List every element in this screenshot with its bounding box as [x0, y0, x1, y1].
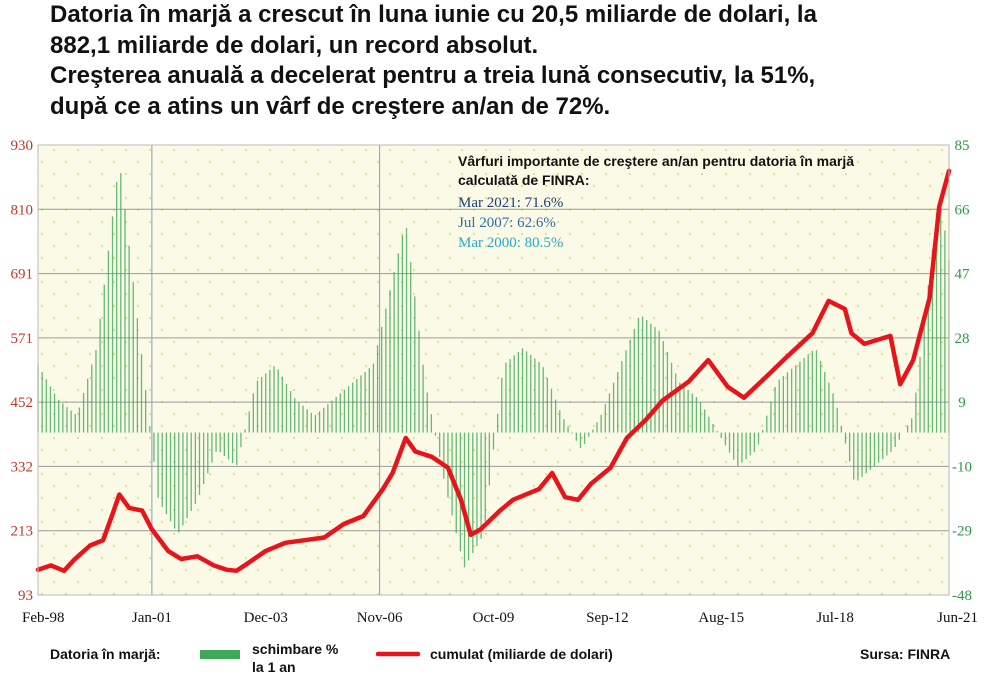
line-series: [35, 168, 952, 574]
legend-title: Datoria în marjă:: [50, 646, 161, 662]
plot-dot-pattern: [38, 145, 949, 595]
plot-frame: [37, 144, 950, 596]
annotation-item-2: Jul 2007: 62.6%: [458, 215, 556, 231]
x-axis-tick: Aug-15: [698, 610, 744, 626]
headline-line-1: Datoria în marjă a crescut în luna iunie…: [50, 1, 817, 28]
left-axis-tick: 213: [11, 524, 34, 540]
left-axis-tick: 571: [11, 331, 34, 347]
left-axis-tick: 691: [11, 267, 34, 283]
left-axis: 930 810 691 571 452 332 213 93: [11, 138, 34, 604]
annotation-box: Vârfuri importante de creştere an/an pen…: [458, 153, 854, 251]
left-axis-tick: 93: [18, 588, 33, 604]
right-axis-tick: 9: [958, 395, 966, 411]
annotation-title-line-1: Vârfuri importante de creştere an/an pen…: [458, 153, 854, 169]
right-axis-tick: 47: [955, 267, 971, 283]
right-axis-tick: 28: [955, 331, 970, 347]
x-axis-tick: Dec-03: [244, 610, 288, 626]
right-axis-tick: 66: [955, 202, 971, 218]
x-axis-tick: Jun-21: [937, 610, 978, 626]
right-axis-tick: -10: [952, 459, 972, 475]
right-axis-tick: -29: [952, 524, 972, 540]
left-axis-tick: 810: [11, 202, 34, 218]
left-axis-tick: 930: [11, 138, 34, 154]
legend: [200, 650, 421, 659]
right-axis-tick: 85: [955, 138, 970, 154]
legend-line-label: cumulat (miliarde de dolari): [430, 646, 613, 662]
annotation-item-1: Mar 2021: 71.6%: [458, 195, 563, 211]
left-axis-tick: 452: [11, 395, 34, 411]
headline-line-4: după ce a atins un vârf de creştere an/a…: [50, 92, 611, 120]
right-axis-tick: -48: [952, 588, 972, 604]
headline-line-2: 882,1 miliarde de dolari, un record abso…: [50, 31, 539, 59]
legend-bar-swatch: [200, 650, 240, 659]
x-axis-tick: Nov-06: [357, 610, 403, 626]
left-axis-tick: 332: [11, 459, 34, 475]
x-axis-tick: Feb-98: [22, 610, 65, 626]
right-axis: 85 66 47 28 9 -10 -29 -48: [952, 138, 972, 604]
x-axis-tick: Sep-12: [586, 610, 629, 626]
x-axis-tick: Jan-01: [132, 610, 172, 626]
source: Sursa: FINRA: [860, 646, 951, 662]
headline: Datoria în marjă a crescut în luna iunie…: [50, 0, 980, 122]
x-axis-tick: Oct-09: [473, 610, 515, 626]
x-axis-tick: Jul-18: [816, 610, 854, 626]
legend-bar-label-1: schimbare %: [252, 641, 339, 657]
annotation-item-3: Mar 2000: 80.5%: [458, 235, 563, 251]
x-axis: Feb-98 Jan-01 Dec-03 Nov-06 Oct-09 Sep-12 Aug-…: [22, 610, 978, 626]
legend-bar-label-2: la 1 an: [252, 659, 296, 675]
headline-line-3: Creşterea anuală a decelerat pentru a tr…: [50, 62, 816, 89]
annotation-title-line-2: calculată de FINRA:: [458, 172, 589, 188]
